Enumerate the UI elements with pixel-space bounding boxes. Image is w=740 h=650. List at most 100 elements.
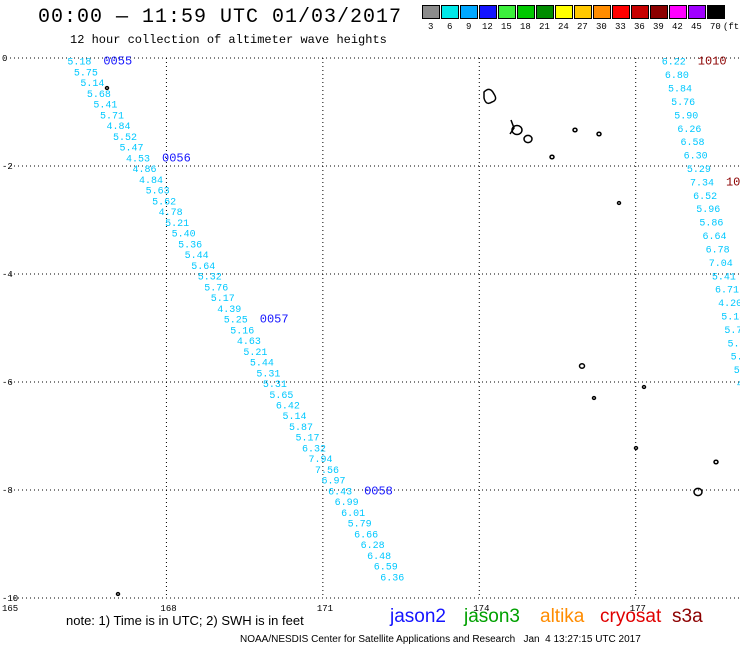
track-b-value-12: 5.86 [699, 219, 723, 230]
island-0 [104, 85, 110, 91]
island-3 [572, 127, 578, 133]
track-b-value-23: 5.40 [734, 366, 740, 377]
track-a-value-16: 5.40 [172, 230, 196, 241]
lat-tick--2: -2 [2, 162, 13, 172]
lat-tick-0: 0 [2, 54, 7, 64]
track-a-value-20: 5.32 [198, 273, 222, 284]
track-a-value-45: 6.28 [361, 541, 385, 552]
track-a-value-3: 5.68 [87, 90, 111, 101]
track-b-value-9: 7.34 [690, 178, 714, 189]
legend-swatch-18 [517, 5, 535, 19]
track-a-value-26: 4.63 [237, 337, 261, 348]
track-a-value-2: 5.14 [80, 79, 104, 90]
track-a-time-0056: 0056 [162, 151, 191, 165]
track-a-value-10: 4.86 [133, 165, 157, 176]
legend-swatch-12 [479, 5, 497, 19]
chart-subtitle: 12 hour collection of altimeter wave hei… [70, 33, 387, 47]
legend-swatch-9 [460, 5, 478, 19]
track-a-value-27: 5.21 [243, 348, 267, 359]
satellite-altika: altika [540, 606, 585, 627]
legend-label-21: 21 [539, 22, 550, 32]
lon-tick-168: 168 [160, 604, 176, 614]
track-a-value-11: 4.84 [139, 176, 163, 187]
track-a-value-46: 6.48 [367, 552, 391, 563]
lat-tick--6: -6 [2, 378, 13, 388]
track-a-value-31: 5.65 [269, 391, 293, 402]
legend-label-36: 36 [634, 22, 645, 32]
track-a-value-36: 6.32 [302, 444, 326, 455]
track-a-value-9: 4.53 [126, 154, 150, 165]
satellite-cryosat: cryosat [600, 606, 662, 627]
track-b-value-8: 5.29 [687, 165, 711, 176]
legend-swatch-70 [707, 5, 725, 19]
track-b-value-20: 5.70 [724, 326, 740, 337]
track-a-value-1: 5.75 [74, 68, 98, 79]
track-b-value-2: 5.84 [668, 85, 692, 96]
legend-label-9: 9 [466, 22, 472, 32]
legend-swatch-42 [669, 5, 687, 19]
island-13 [115, 591, 121, 597]
island-9 [641, 384, 647, 390]
legend-label-3: 3 [428, 22, 434, 32]
track-a-value-40: 6.43 [328, 487, 352, 498]
track-a-value-19: 5.64 [191, 262, 215, 273]
lat-tick--4: -4 [2, 270, 13, 280]
satellite-s3a: s3a [672, 606, 703, 627]
track-a-time-0055: 0055 [103, 55, 132, 69]
lon-tick-165: 165 [2, 604, 18, 614]
track-a-value-22: 5.17 [211, 294, 235, 305]
island-10 [633, 445, 639, 451]
island-cluster-a [483, 88, 497, 105]
track-a-value-14: 4.78 [159, 208, 183, 219]
legend-swatch-15 [498, 5, 516, 19]
track-a-value-33: 5.14 [282, 412, 306, 423]
track-a-value-17: 5.36 [178, 240, 202, 251]
legend-swatch-33 [612, 5, 630, 19]
island-6 [616, 200, 622, 206]
track-a-value-6: 4.84 [106, 122, 130, 133]
satellite-jason3: jason3 [464, 606, 520, 627]
track-a-value-32: 6.42 [276, 402, 300, 413]
island-11 [713, 459, 719, 465]
track-a-value-37: 7.94 [309, 455, 333, 466]
chart-title: 00:00 — 11:59 UTC 01/03/2017 [38, 6, 403, 29]
track-b-value-0: 6.22 [662, 58, 686, 69]
track-b-value-11: 5.96 [696, 205, 720, 216]
track-b-value-22: 5.65 [731, 353, 740, 364]
track-b-value-6: 6.58 [681, 138, 705, 149]
lon-tick-174: 174 [473, 604, 489, 614]
track-a-value-4: 5.41 [93, 101, 117, 112]
track-a-value-18: 5.44 [185, 251, 209, 262]
legend-label-33: 33 [615, 22, 626, 32]
track-a-value-21: 5.76 [204, 283, 228, 294]
track-b-time-1009: 1009 [726, 175, 740, 189]
track-a-value-41: 6.99 [335, 498, 359, 509]
lat-tick--8: -8 [2, 486, 13, 496]
legend-label-15: 15 [501, 22, 512, 32]
track-a-time-0057: 0057 [260, 313, 289, 327]
track-a-value-23: 4.39 [217, 305, 241, 316]
legend-label-18: 18 [520, 22, 531, 32]
legend-swatch-21 [536, 5, 554, 19]
legend-label-45: 45 [691, 22, 702, 32]
track-a-value-48: 6.36 [380, 573, 404, 584]
track-a-value-5: 5.71 [100, 111, 124, 122]
track-a-value-29: 5.31 [256, 369, 280, 380]
track-b-value-4: 5.90 [674, 111, 698, 122]
island-12 [693, 487, 703, 497]
track-a-value-30: 5.31 [263, 380, 287, 391]
track-b-value-19: 5.18 [721, 312, 740, 323]
track-a-value-35: 5.17 [295, 434, 319, 445]
legend-swatch-3 [422, 5, 440, 19]
track-a-value-44: 6.66 [354, 530, 378, 541]
island-4 [596, 131, 602, 137]
legend-swatch-36 [631, 5, 649, 19]
footer-note: note: 1) Time is in UTC; 2) SWH is in fe… [66, 613, 304, 628]
legend-label-27: 27 [577, 22, 588, 32]
legend-swatch-24 [555, 5, 573, 19]
track-a-value-13: 5.62 [152, 197, 176, 208]
track-b-value-24: 4.42 [737, 380, 740, 391]
lon-tick-171: 171 [317, 604, 333, 614]
track-b-value-17: 6.71 [715, 286, 739, 297]
